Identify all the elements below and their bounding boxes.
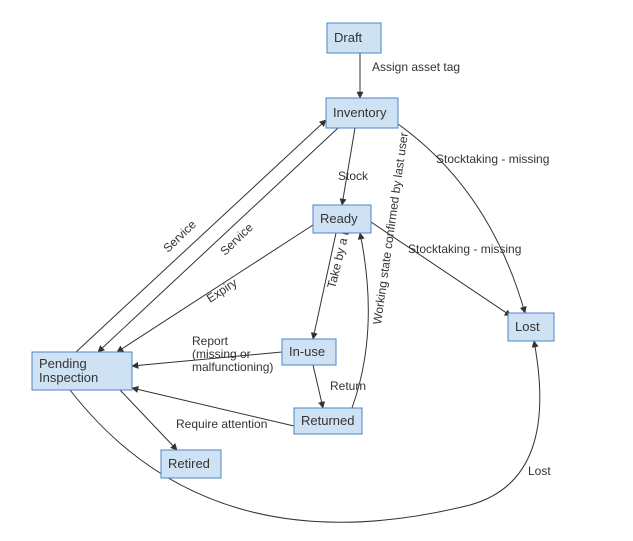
edge-label-pending-lost: Lost (528, 464, 551, 478)
edge-inventory-pending (98, 128, 338, 352)
node-inuse: In-use (282, 339, 336, 365)
edge-label-inventory-ready: Stock (338, 169, 369, 183)
edge-label-ready-lost: Stocktaking - missing (408, 242, 521, 256)
node-label-lost: Lost (515, 319, 540, 334)
node-label-returned: Returned (301, 413, 354, 428)
node-lost: Lost (508, 313, 554, 341)
node-pending: PendingInspection (32, 352, 132, 390)
edges-layer: Assign asset tag Stock Stocktaking - missi… (70, 53, 551, 522)
edge-label-returned-pending: Require attention (176, 417, 267, 431)
edge-label-pending-inventory: Service (160, 217, 199, 255)
edge-pending-retired (120, 390, 177, 450)
node-label-draft: Draft (334, 30, 363, 45)
edge-pending-inventory (76, 120, 326, 352)
node-label-pending: Pending (39, 356, 87, 371)
node-returned: Returned (294, 408, 362, 434)
edge-label-draft-inventory: Assign asset tag (372, 60, 460, 74)
node-ready: Ready (313, 205, 371, 233)
node-label-retired: Retired (168, 456, 210, 471)
node-retired: Retired (161, 450, 221, 478)
edge-label-returned-ready: Working state confirmed by last user (370, 131, 411, 325)
node-draft: Draft (327, 23, 381, 53)
edge-label-inuse-pending: (missing or (192, 347, 251, 361)
edge-inventory-ready (342, 128, 355, 205)
edge-label-inuse-pending: malfunctioning) (192, 360, 273, 374)
edge-label-ready-pending: Expiry (204, 276, 240, 306)
edge-label-inuse-returned: Return (330, 379, 366, 393)
edge-label-inuse-pending: Report (192, 334, 229, 348)
edge-inuse-returned (313, 365, 323, 408)
edge-label-inventory-lost: Stocktaking - missing (436, 152, 549, 166)
node-label-ready: Ready (320, 211, 358, 226)
state-diagram: Assign asset tag Stock Stocktaking - missi… (0, 0, 633, 541)
node-label-pending: Inspection (39, 370, 98, 385)
node-label-inuse: In-use (289, 344, 325, 359)
node-inventory: Inventory (326, 98, 398, 128)
node-label-inventory: Inventory (333, 105, 387, 120)
edge-label-inventory-pending: Service (217, 220, 256, 258)
